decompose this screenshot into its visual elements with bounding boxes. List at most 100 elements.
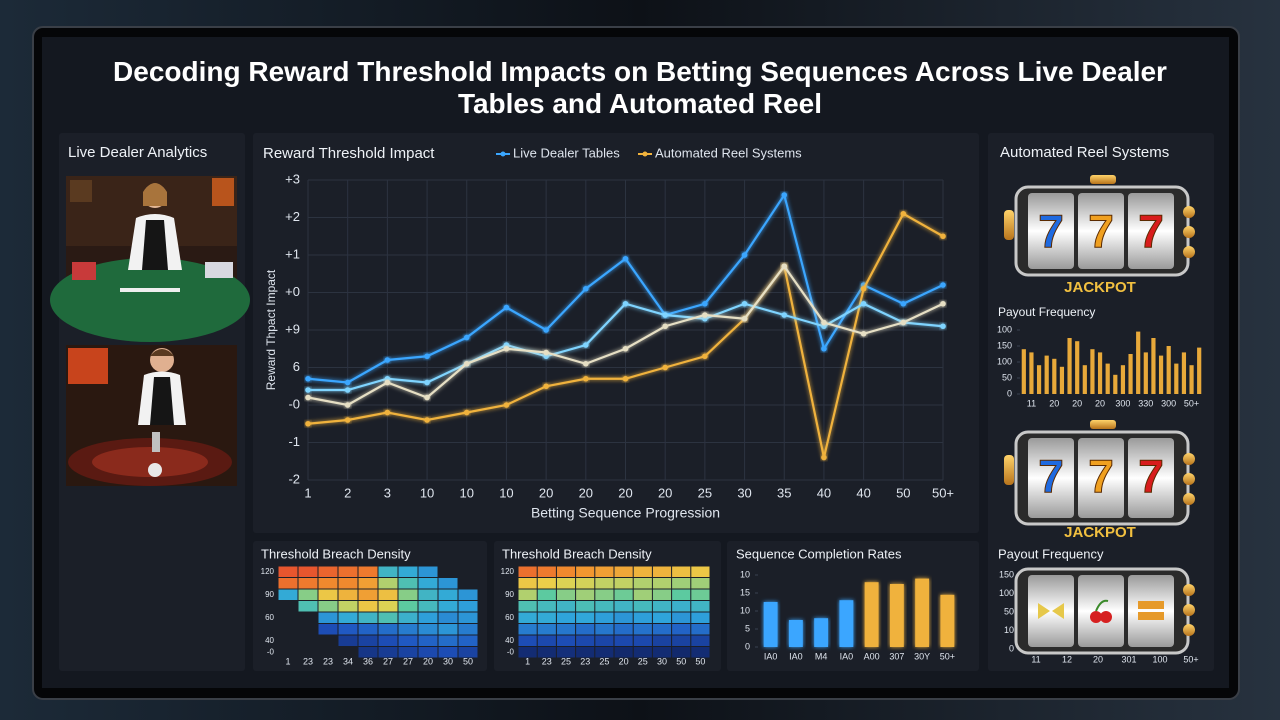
y-tick-label: +0 — [285, 284, 300, 299]
x-tick-label: 30 — [737, 485, 751, 500]
heat-cell — [691, 635, 710, 646]
heat-cell — [633, 601, 652, 612]
heat-cell — [633, 578, 652, 589]
data-point — [305, 394, 311, 401]
bar — [1036, 365, 1042, 394]
x-tick-label: 10 — [499, 485, 513, 500]
heat-cell — [691, 612, 710, 623]
chart-title: Reward Threshold Impact — [263, 145, 435, 162]
heat-cell — [278, 566, 298, 577]
data-point — [662, 312, 668, 318]
y-tick-label: +3 — [285, 171, 300, 186]
data-point — [384, 379, 391, 386]
x-tick-label: 50+ — [1183, 654, 1198, 664]
heat-cell — [691, 624, 710, 635]
panel-title: Live Dealer Analytics — [68, 144, 207, 161]
panel-title: Automated Reel Systems — [1000, 144, 1169, 161]
heat-cell — [576, 624, 595, 635]
heat-cell — [614, 635, 633, 646]
data-point — [583, 375, 589, 382]
y-tick-label: 150 — [999, 569, 1014, 579]
heat-cell — [614, 624, 633, 635]
data-point — [702, 300, 708, 307]
x-tick-label: 50 — [676, 656, 686, 666]
heat-cell — [378, 566, 398, 577]
bar — [1158, 355, 1164, 394]
heat-cell — [378, 578, 398, 589]
data-point — [821, 345, 827, 352]
reel-symbol: 7 — [1038, 205, 1064, 257]
reel-symbol: 7 — [1138, 450, 1164, 502]
heat-cell — [398, 578, 418, 589]
reel-symbol: 7 — [1088, 205, 1114, 257]
heat-cell — [378, 589, 398, 600]
heat-cell — [298, 601, 318, 612]
data-point — [583, 342, 589, 348]
data-point — [622, 375, 629, 382]
heat-cell — [576, 601, 595, 612]
heat-cell — [318, 589, 338, 600]
bar — [1021, 349, 1026, 394]
y-tick-label: 50 — [1002, 372, 1012, 382]
heat-cell — [672, 647, 691, 658]
heat-cell — [633, 589, 652, 600]
heat-cell — [595, 624, 614, 635]
data-point — [821, 319, 827, 326]
x-tick-label: 300 — [1161, 398, 1176, 408]
x-tick-label: 25 — [561, 656, 571, 666]
heat-cell — [576, 647, 595, 658]
heat-cell — [518, 589, 537, 600]
data-point — [622, 255, 629, 262]
legend-label: Live Dealer Tables — [513, 145, 620, 160]
bar — [1143, 352, 1148, 394]
heat-cell — [398, 566, 418, 577]
heat-cell — [438, 635, 458, 646]
legend-label: Automated Reel Systems — [655, 145, 802, 160]
bar — [1197, 347, 1202, 394]
heat-cell — [398, 635, 418, 646]
heat-cell — [672, 601, 691, 612]
x-tick-label: 10 — [420, 485, 434, 500]
heat-cell — [633, 647, 652, 658]
bar — [1097, 352, 1103, 394]
x-tick-label: 11 — [1031, 654, 1040, 664]
heat-cell — [595, 566, 614, 577]
bar — [1181, 352, 1187, 394]
heat-cell — [338, 624, 358, 635]
y-tick-label: 0 — [1007, 388, 1012, 398]
heat-cell — [318, 624, 338, 635]
y-tick-label: 120 — [501, 567, 515, 576]
bar — [1128, 354, 1133, 394]
heat-cell — [652, 601, 672, 612]
heat-cell — [438, 612, 458, 623]
bar — [763, 602, 778, 647]
heat-cell — [418, 612, 438, 623]
heat-cell — [418, 624, 438, 635]
y-tick-label: 0 — [745, 641, 750, 651]
data-point — [344, 379, 351, 386]
heat-cell — [672, 612, 691, 623]
heat-cell — [338, 566, 358, 577]
y-tick-label: 40 — [505, 636, 514, 645]
heat-cell — [556, 635, 576, 646]
y-tick-label: 0 — [1009, 643, 1014, 653]
heat-cell — [398, 612, 418, 623]
data-point — [543, 327, 549, 333]
heat-cell — [537, 624, 556, 635]
x-tick-label: A00 — [864, 651, 880, 661]
x-tick-label: 301 — [1121, 654, 1136, 664]
x-tick-label: 23 — [580, 656, 590, 666]
y-tick-label: 100 — [997, 356, 1012, 366]
heat-cell — [595, 635, 614, 646]
heat-cell — [595, 589, 614, 600]
data-point — [543, 349, 549, 356]
heat-cell — [418, 635, 438, 646]
heat-cell — [537, 578, 556, 589]
heat-cell — [537, 647, 556, 658]
heat-cell — [691, 589, 710, 600]
y-tick-label: 90 — [265, 590, 274, 599]
x-tick-label: 50 — [463, 656, 473, 666]
x-tick-label: 50+ — [1184, 398, 1199, 408]
bar — [814, 618, 829, 647]
